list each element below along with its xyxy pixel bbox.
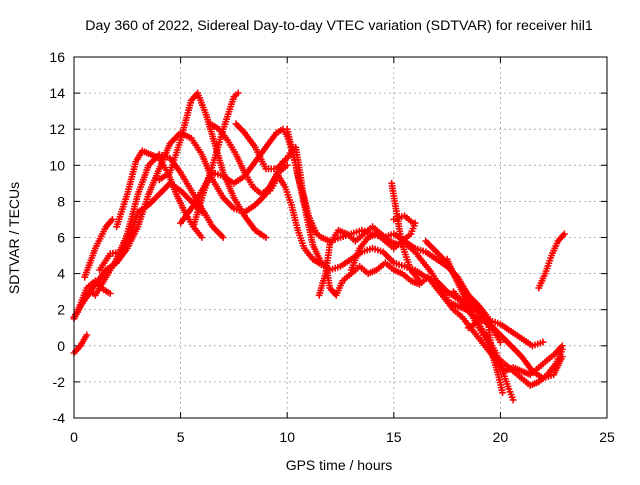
x-tick-label: 20 — [493, 429, 509, 445]
series-sat-h — [155, 89, 270, 241]
data-markers — [70, 89, 568, 404]
series-sat-o — [322, 259, 566, 379]
marker-trail — [535, 230, 568, 292]
marker-trail — [74, 277, 114, 314]
y-tick-label: 10 — [49, 157, 65, 173]
series-sat-d — [74, 277, 114, 314]
x-tick-label: 5 — [177, 429, 185, 445]
y-tick-label: 12 — [49, 121, 65, 137]
series-sat-x — [535, 230, 568, 292]
marker-trail — [465, 313, 491, 332]
x-tick-label: 15 — [386, 429, 402, 445]
marker-trail — [96, 179, 206, 274]
series-sat-u — [422, 237, 506, 397]
marker-trail — [266, 172, 325, 268]
marker-trail — [232, 120, 566, 382]
series-sat-e — [81, 216, 116, 281]
x-tick-label: 0 — [70, 429, 78, 445]
marker-trail — [113, 147, 206, 241]
y-tick-label: 8 — [57, 193, 65, 209]
y-tick-label: 2 — [57, 302, 65, 318]
y-tick-label: -4 — [53, 410, 66, 426]
chart-title: Day 360 of 2022, Sidereal Day-to-day VTE… — [85, 18, 593, 34]
series-sat-s — [390, 212, 417, 227]
y-tick-label: -2 — [53, 374, 66, 390]
marker-trail — [422, 237, 506, 397]
marker-trail — [322, 259, 566, 379]
x-axis-label: GPS time / hours — [286, 457, 393, 473]
y-tick-label: 0 — [57, 338, 65, 354]
marker-trail — [155, 89, 270, 241]
series-sat-l — [232, 120, 566, 382]
y-tick-label: 14 — [49, 85, 65, 101]
series-sat-n — [266, 172, 325, 268]
plot-frame — [73, 56, 608, 419]
marker-trail — [390, 212, 417, 227]
y-tick-label: 6 — [57, 230, 65, 246]
x-tick-label: 10 — [279, 429, 295, 445]
series-sat-k — [207, 120, 291, 198]
y-tick-label: 4 — [57, 266, 65, 282]
series-sat-w — [465, 313, 491, 332]
series-sat-g — [113, 147, 206, 241]
grid-lines — [74, 57, 607, 418]
axis-ticks: -4 -2 0 2 4 6 8 10 12 14 16 0 5 10 15 20 25 — [49, 49, 615, 445]
marker-trail — [81, 216, 116, 281]
x-tick-label: 25 — [599, 429, 615, 445]
y-tick-label: 16 — [49, 49, 65, 65]
y-axis-label: SDTVAR / TECUs — [6, 182, 22, 294]
series-sat-f — [96, 179, 206, 274]
marker-trail — [207, 120, 291, 198]
